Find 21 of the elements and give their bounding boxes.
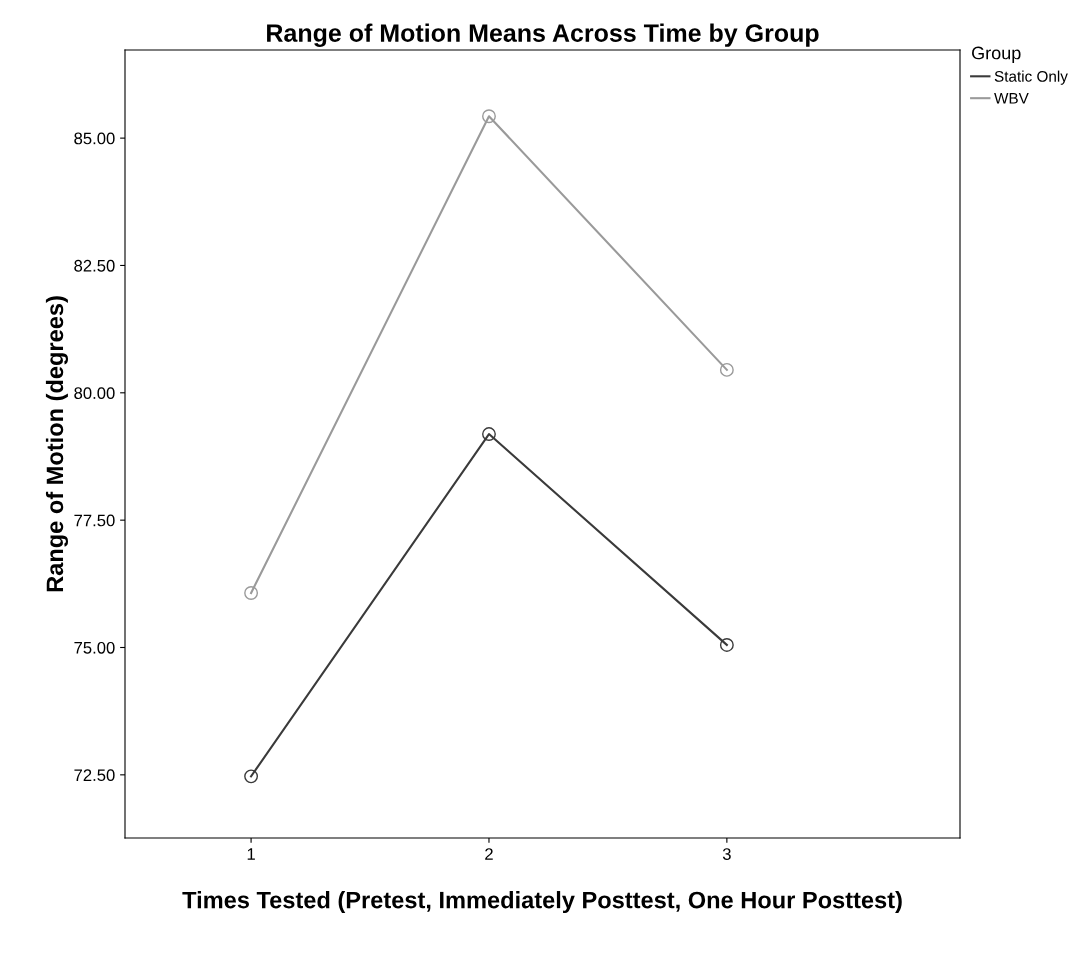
x-tick-label: 2 — [485, 848, 493, 860]
point — [244, 769, 259, 784]
y-tick-label: 77.50 — [74, 514, 115, 527]
legend-label: WBV — [994, 93, 1029, 104]
x-axis-title: Times Tested (Pretest, Immediately Posttest, One Hour Posttest) — [182, 891, 902, 914]
y-tick-label: 75.00 — [74, 641, 115, 654]
chart-title: Range of Motion Means Across Time by Group — [267, 23, 819, 47]
x-tick-label: 3 — [722, 848, 731, 860]
legend-label: Static Only — [994, 70, 1068, 85]
y-tick-label: 80.00 — [74, 387, 115, 400]
x-tick-label: 1 — [247, 848, 255, 860]
point — [719, 362, 734, 377]
point — [482, 109, 496, 124]
y-tick-label: 82.50 — [74, 259, 115, 272]
y-axis-title: Range of Motion (degrees) — [45, 296, 69, 592]
point — [719, 638, 734, 652]
y-tick-label: 85.00 — [74, 132, 115, 145]
point — [482, 427, 496, 442]
legend-title: Group — [972, 46, 1021, 63]
y-tick-label: 72.50 — [74, 769, 115, 782]
point — [244, 586, 259, 600]
